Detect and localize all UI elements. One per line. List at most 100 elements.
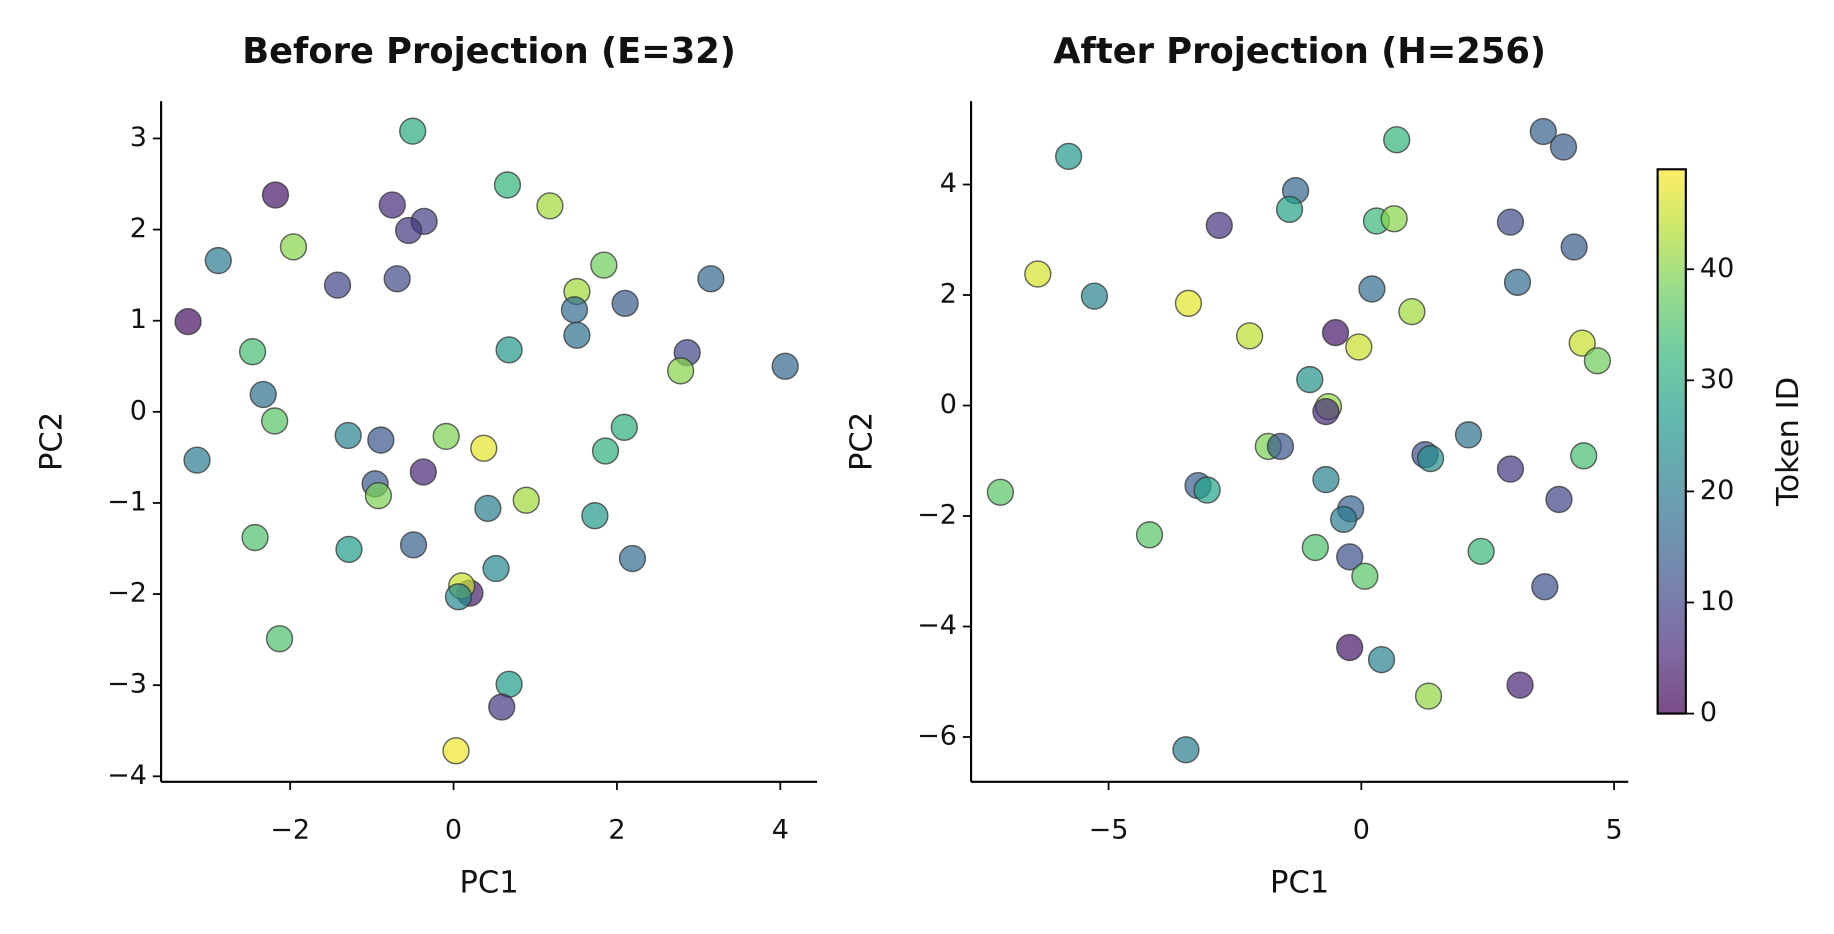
y-tick-label: −1	[107, 486, 147, 517]
point	[399, 531, 428, 559]
point	[334, 421, 362, 450]
point	[1275, 195, 1304, 224]
point	[581, 502, 609, 530]
point	[512, 486, 540, 514]
point	[1549, 133, 1578, 161]
point	[1467, 537, 1495, 566]
x-tick-label: 4	[772, 815, 789, 846]
colorbar-tick-label: 40	[1700, 253, 1734, 284]
point	[1080, 282, 1109, 310]
point	[1205, 211, 1233, 240]
point	[1351, 562, 1379, 590]
point	[1321, 318, 1350, 347]
y-tick-label: 0	[130, 395, 147, 426]
colorbar-tick-label: 10	[1700, 586, 1734, 617]
chart-title: Before Projection (E=32)	[242, 31, 736, 72]
point	[1383, 126, 1411, 154]
point	[1545, 485, 1573, 514]
point	[697, 265, 725, 293]
point	[495, 670, 523, 698]
point	[1193, 476, 1221, 504]
colorbar-tick-label: 30	[1700, 364, 1734, 395]
point	[383, 265, 411, 293]
point	[261, 407, 289, 435]
point	[560, 296, 589, 324]
point	[1345, 333, 1373, 361]
point	[261, 181, 290, 209]
y-axis-label: PC2	[34, 412, 69, 471]
point	[591, 437, 620, 465]
y-tick-label: −4	[917, 610, 957, 641]
point	[470, 434, 498, 462]
point	[563, 321, 591, 349]
point	[335, 535, 363, 564]
point	[249, 380, 277, 409]
point	[238, 338, 267, 366]
x-tick-label: 2	[608, 815, 625, 846]
y-tick-label: 2	[130, 213, 147, 244]
y-tick-label: −2	[917, 500, 957, 531]
point	[1024, 260, 1052, 288]
point	[1531, 573, 1559, 601]
point	[495, 336, 523, 364]
x-tick-label: 0	[445, 815, 462, 846]
colorbar-label: Token ID	[1771, 377, 1806, 507]
x-tick-label: 5	[1605, 815, 1622, 846]
point	[1296, 365, 1324, 394]
point	[474, 494, 502, 523]
point	[174, 307, 202, 336]
colorbar-tick-label: 20	[1700, 475, 1734, 506]
point	[394, 216, 423, 245]
point	[1312, 397, 1340, 426]
point	[1301, 533, 1329, 562]
y-axis-label: PC2	[844, 412, 879, 471]
point	[1358, 275, 1386, 303]
x-axis-label: PC1	[1270, 866, 1329, 901]
y-tick-label: −3	[107, 669, 147, 700]
point	[1266, 432, 1295, 461]
point	[590, 251, 618, 279]
point	[618, 544, 647, 573]
y-tick-label: 0	[940, 389, 957, 420]
point	[1312, 465, 1340, 494]
x-tick-label: −2	[270, 815, 310, 846]
chart-title: After Projection (H=256)	[1053, 31, 1546, 72]
point	[986, 478, 1015, 506]
point	[1398, 297, 1426, 326]
point	[1503, 268, 1532, 296]
point	[241, 523, 269, 552]
point	[667, 357, 695, 385]
point	[442, 737, 470, 765]
point	[1380, 205, 1408, 233]
point	[611, 289, 639, 318]
point	[1506, 671, 1534, 699]
point	[367, 426, 395, 454]
point	[1336, 543, 1364, 571]
colorbar	[1656, 168, 1687, 715]
x-axis-label: PC1	[459, 866, 518, 901]
point	[1367, 646, 1396, 674]
y-tick-label: 2	[940, 279, 957, 310]
point	[1172, 736, 1200, 764]
point	[1496, 208, 1525, 236]
point	[488, 693, 516, 721]
point	[323, 271, 352, 299]
point	[771, 352, 799, 380]
point	[409, 458, 437, 486]
point	[1336, 633, 1364, 662]
colorbar-tick-label: 0	[1700, 697, 1717, 728]
point	[204, 246, 232, 275]
point	[183, 446, 211, 474]
point	[364, 482, 393, 510]
point	[1454, 421, 1483, 449]
point	[444, 583, 473, 611]
point	[1529, 117, 1557, 146]
y-tick-label: −6	[917, 721, 957, 752]
x-tick-label: −5	[1089, 815, 1129, 846]
y-tick-label: 4	[940, 168, 957, 199]
point	[610, 413, 638, 441]
point	[265, 625, 294, 653]
point	[1414, 682, 1443, 710]
y-tick-label: −2	[107, 578, 147, 609]
point	[1583, 347, 1612, 375]
